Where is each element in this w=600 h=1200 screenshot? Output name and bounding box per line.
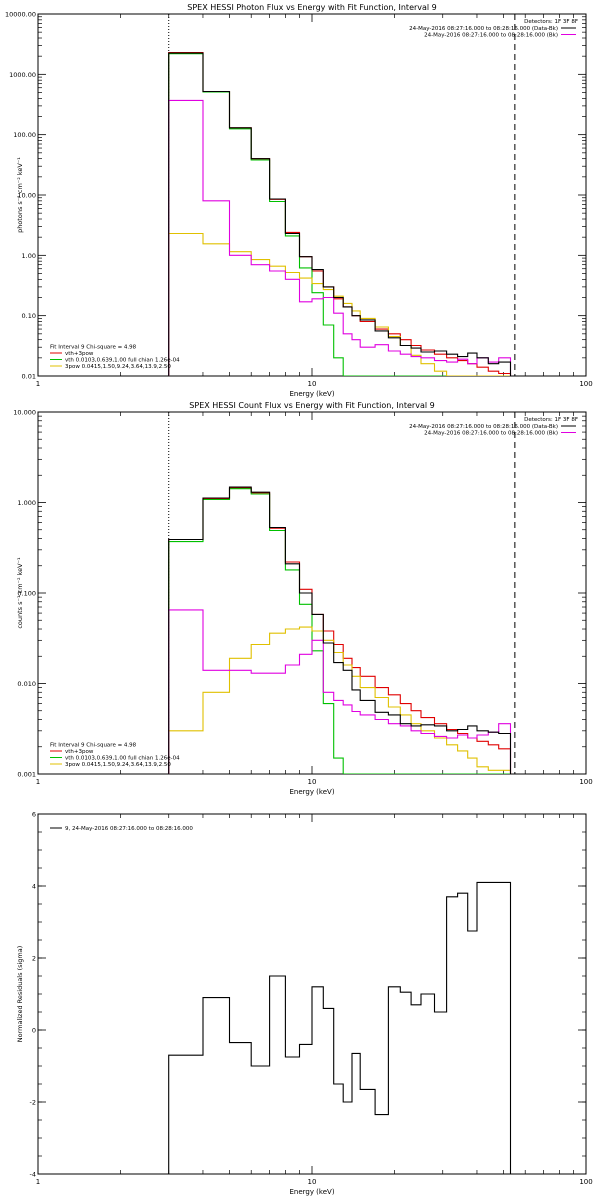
- y-tick-label: 10.000: [13, 409, 36, 417]
- y-axis-label: Normalized Residuals (sigma): [16, 946, 24, 1043]
- detectors-label: Detectors: 1F 3F 8F: [524, 19, 578, 25]
- series-data-line: [168, 52, 512, 376]
- plot-frame: [37, 13, 587, 377]
- y-tick-label: 1.000: [17, 499, 36, 507]
- series-layer: [168, 486, 512, 774]
- y-tick-label: 2: [32, 955, 36, 963]
- series-layer: [168, 881, 512, 1174]
- y-tick-label: 10.00: [17, 192, 36, 200]
- y-tick-label: 1.00: [22, 252, 36, 260]
- y-tick-label: 100.00: [13, 131, 36, 139]
- y-axis-label: photons s⁻¹ cm⁻² keV⁻¹: [16, 157, 24, 233]
- y-tick-label: 0.001: [17, 771, 36, 779]
- x-tick-label: 100: [579, 778, 592, 786]
- y-tick-label: 0.10: [22, 312, 36, 320]
- legend-right-entry: 24-May-2016 08:27:16.000 to 08:28:16.000…: [424, 33, 558, 39]
- detectors-label: Detectors: 1F 3F 8F: [524, 417, 578, 423]
- series-thermal-line: [168, 53, 511, 376]
- x-tick-label: 1: [36, 380, 40, 388]
- panel-3: 1 10 100 Energy (keV) -4 -2 0 2 4 6 Normalized Res…: [16, 811, 593, 1197]
- series-power-line: [168, 626, 512, 774]
- y-tick-label: 6: [32, 811, 36, 819]
- y-tick-label: 1000.00: [9, 71, 36, 79]
- x-tick-label: 10: [308, 778, 317, 786]
- x-tick-label: 1: [36, 778, 40, 786]
- series-total-line: [168, 51, 512, 376]
- x-tick-label: 100: [579, 1178, 592, 1186]
- legend-left-entry: vth 0.0103,0.639,1.00 full chian 1.26e-0…: [65, 756, 180, 762]
- panel-1: SPEX HESSI Photon Flux vs Energy with Fi…: [5, 3, 593, 398]
- series-background-line: [168, 99, 512, 376]
- legend-left-entry: vth+3pow: [65, 749, 94, 755]
- series-thermal-line: [168, 488, 511, 774]
- x-axis-label: Energy (keV): [289, 1188, 334, 1196]
- series-total-line: [168, 487, 512, 774]
- fit-label: Fit Interval 9 Chi-square = 4.98: [50, 345, 137, 351]
- legend-left-entry: 9, 24-May-2016 08:27:16.000 to 08:28:16.…: [65, 826, 193, 832]
- x-tick-label: 10: [308, 1178, 317, 1186]
- series-data-line: [168, 486, 512, 774]
- x-tick-label: 100: [579, 380, 592, 388]
- y-axis-label: counts s⁻¹ cm⁻² keV⁻¹: [16, 557, 24, 629]
- chart-title: SPEX HESSI Photon Flux vs Energy with Fi…: [187, 3, 437, 12]
- legend-right-entry: 24-May-2016 08:27:16.000 to 08:28:16.000…: [424, 431, 558, 437]
- series-residual-line: [168, 881, 512, 1174]
- y-tick-label: 0: [32, 1027, 36, 1035]
- legend-left-entry: vth 0.0103,0.639,1.00 full chian 1.26e-0…: [65, 358, 180, 364]
- series-power-line: [168, 232, 511, 376]
- series-background-line: [168, 609, 512, 774]
- legend-left-entry: 3pow 0.0415,1.50,9.24,3.64,13.9,2.50: [65, 762, 171, 768]
- fit-label: Fit Interval 9 Chi-square = 4.98: [50, 743, 137, 749]
- legend-left-entry: vth+3pow: [65, 351, 94, 357]
- y-tick-label: 4: [32, 883, 36, 891]
- y-tick-label: 0.100: [17, 590, 36, 598]
- panel-2: SPEX HESSI Count Flux vs Energy with Fit…: [13, 401, 592, 796]
- series-layer: [168, 51, 512, 376]
- y-tick-label: -4: [30, 1171, 36, 1179]
- x-tick-label: 10: [308, 380, 317, 388]
- legend-right-entry: 24-May-2016 08:27:16.000 to 08:28:16.000…: [409, 424, 558, 430]
- chart-title: SPEX HESSI Count Flux vs Energy with Fit…: [189, 401, 434, 410]
- x-axis-label: Energy (keV): [289, 788, 334, 796]
- legend-left-entry: 3pow 0.0415,1.50,9.24,3.64,13.9,2.50: [65, 364, 171, 370]
- x-axis-label: Energy (keV): [289, 390, 334, 398]
- y-tick-label: 10000.00: [5, 11, 36, 19]
- x-tick-label: 1: [36, 1178, 40, 1186]
- legend-right-entry: 24-May-2016 08:27:16.000 to 08:28:16.000…: [409, 26, 558, 32]
- y-tick-label: -2: [30, 1099, 36, 1107]
- y-tick-label: 0.01: [22, 373, 36, 381]
- y-tick-label: 0.010: [17, 680, 36, 688]
